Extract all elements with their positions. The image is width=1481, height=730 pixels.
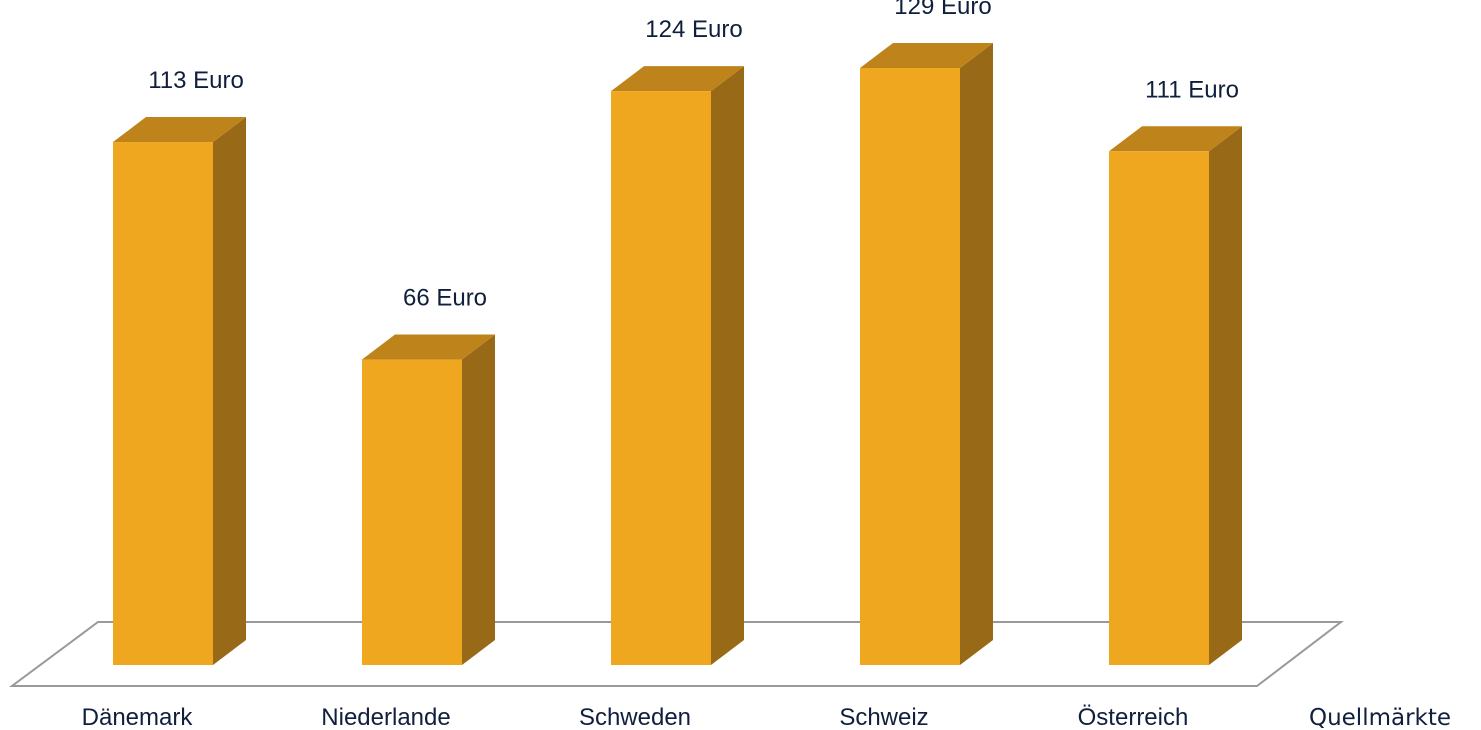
category-label: Dänemark <box>82 704 194 730</box>
category-label: Schweiz <box>839 704 928 730</box>
labels-group: 113 Euro Dänemark 66 Euro Niederlande 124 Eu… <box>82 0 1239 730</box>
bar-top <box>113 117 246 143</box>
category-label: Österreich <box>1078 704 1189 730</box>
bar-top <box>362 334 495 360</box>
bar-side <box>462 334 495 665</box>
data-label: 66 Euro <box>403 285 487 312</box>
bar-side <box>711 66 744 666</box>
category-label: Schweden <box>579 704 691 730</box>
bar-front <box>113 142 213 665</box>
bar-front <box>1109 151 1209 666</box>
bars-group <box>113 43 1242 666</box>
bar-side <box>960 43 993 665</box>
bar-front <box>362 359 462 665</box>
bar-side <box>213 117 246 665</box>
x-axis-title: Quellmärkte <box>1309 705 1451 730</box>
bar-1 <box>113 117 246 665</box>
bar-3 <box>611 66 744 666</box>
bar-2 <box>362 334 495 665</box>
bar-top <box>1109 126 1242 152</box>
bar-side <box>1209 126 1242 666</box>
bar-top <box>611 66 744 92</box>
data-label: 113 Euro <box>148 67 244 94</box>
data-label: 129 Euro <box>894 0 991 20</box>
bar-front <box>860 68 960 665</box>
bar-front <box>611 91 711 666</box>
bar-5 <box>1109 126 1242 666</box>
bar-top <box>860 43 993 68</box>
bar-4 <box>860 43 993 665</box>
data-label: 124 Euro <box>645 16 742 43</box>
data-label: 111 Euro <box>1145 76 1239 103</box>
category-label: Niederlande <box>321 704 450 730</box>
